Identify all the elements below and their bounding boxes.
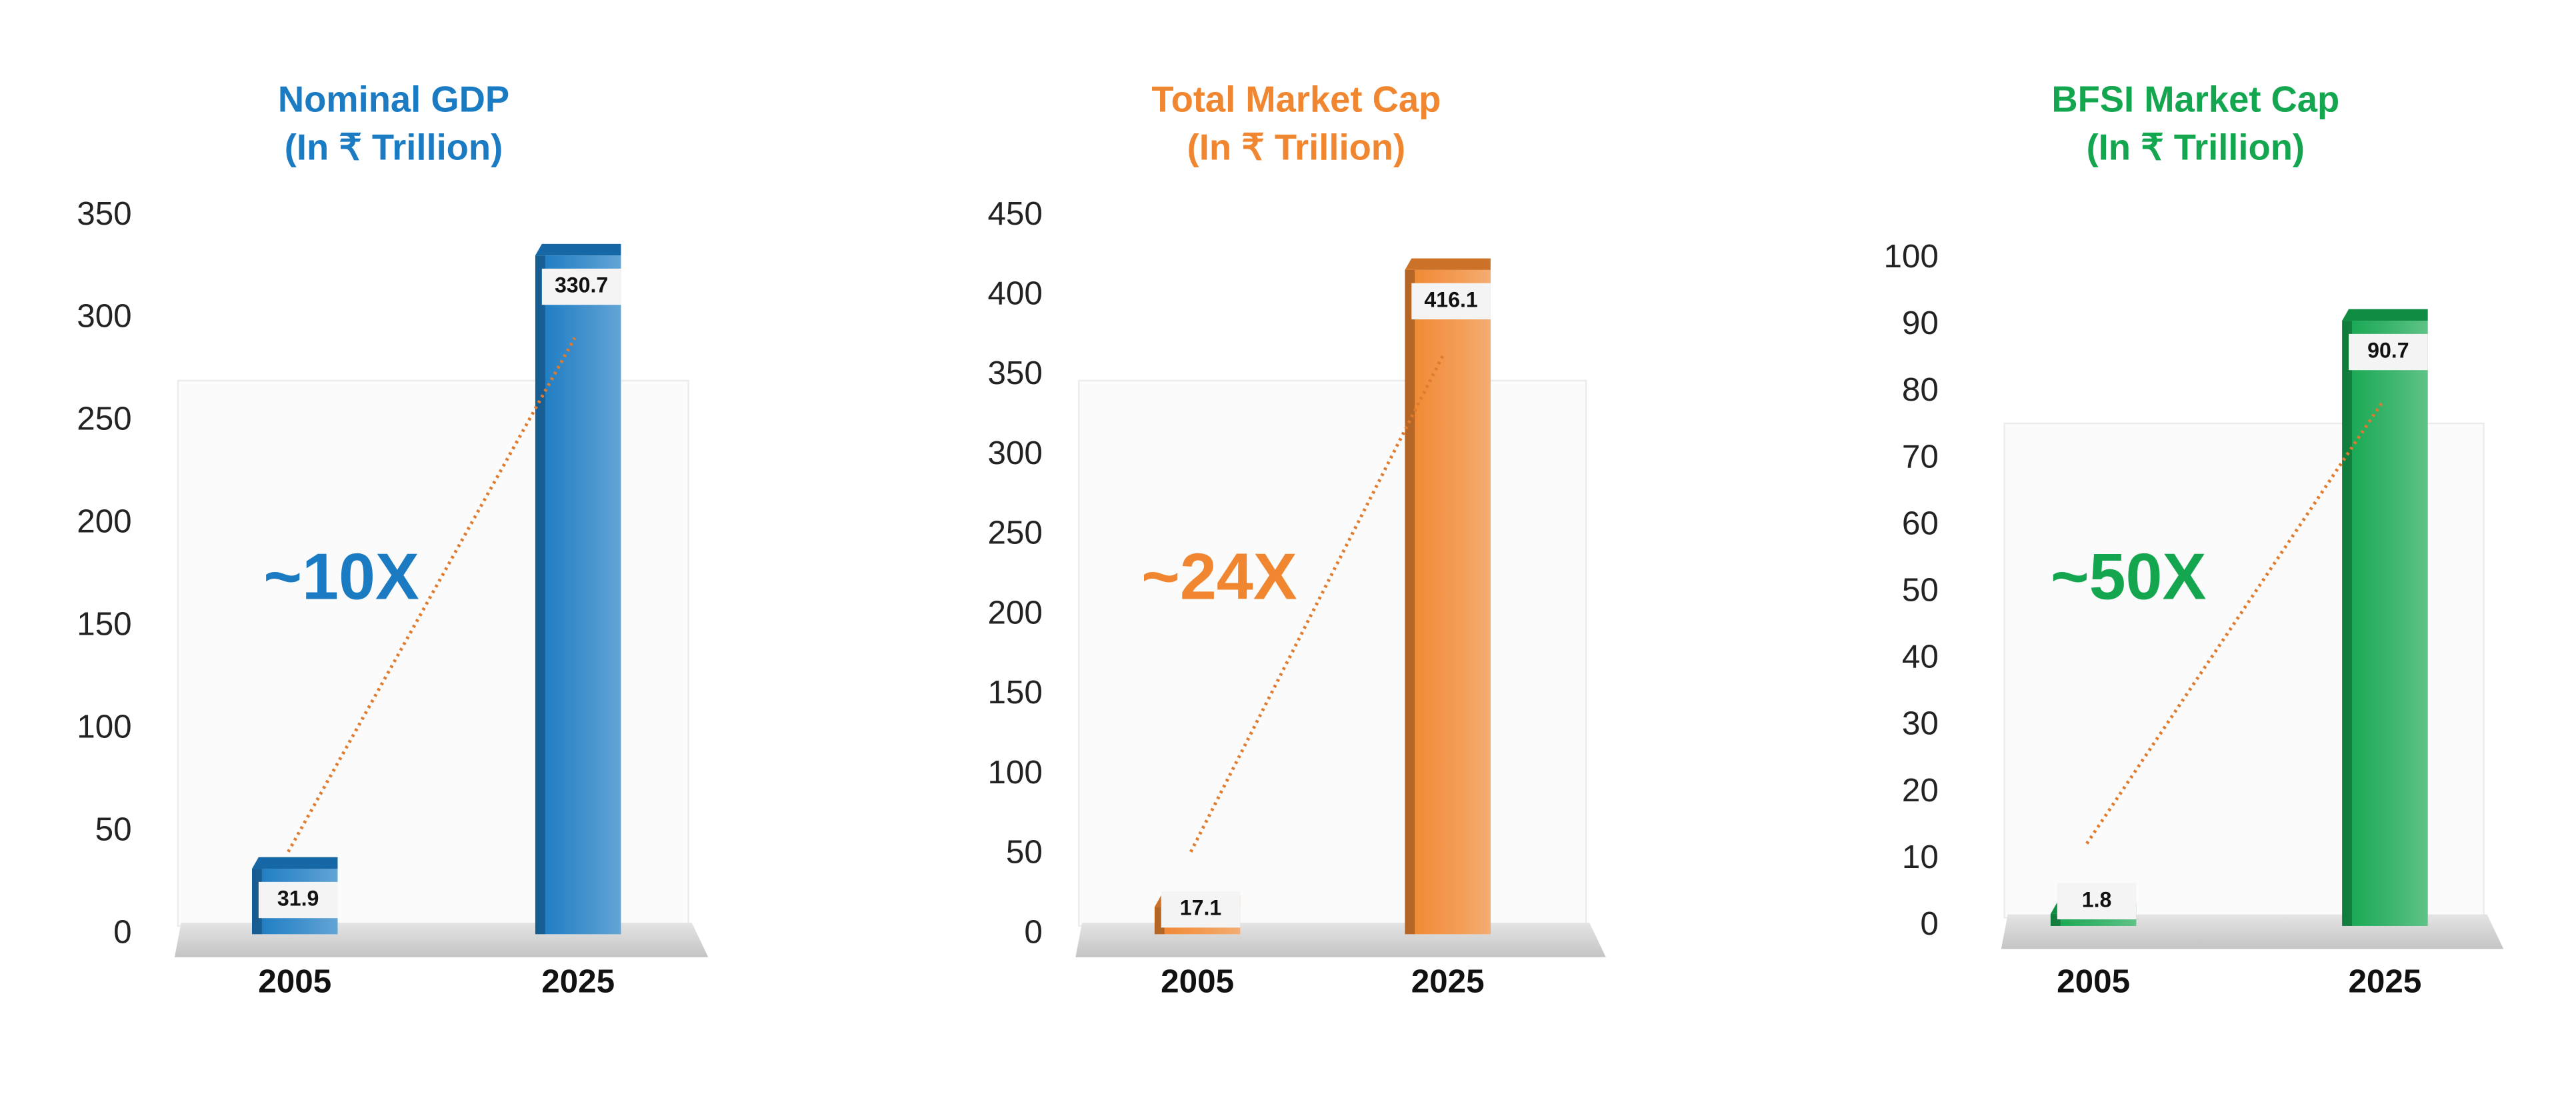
y-tick-label: 0 [1024, 913, 1042, 950]
x-tick-label: 2005 [258, 963, 331, 999]
y-tick-label: 300 [77, 298, 131, 335]
bar-side [1405, 269, 1415, 935]
y-tick-label: 40 [1902, 639, 1939, 675]
value-label: 90.7 [2367, 339, 2409, 363]
bar-shine [535, 255, 621, 935]
bar-cap-shade [1405, 258, 1491, 270]
y-tick-label: 60 [1902, 505, 1939, 541]
y-tick-label: 0 [113, 913, 131, 950]
y-tick-label: 50 [1902, 572, 1939, 609]
value-label-box [2057, 883, 2137, 920]
growth-line [1189, 351, 1446, 853]
y-tick-label: 30 [1902, 705, 1939, 742]
value-label: 330.7 [555, 273, 608, 297]
value-label-box [541, 268, 621, 305]
growth-annotation: ~24X [1141, 539, 1297, 613]
x-tick-label: 2005 [2057, 963, 2130, 999]
y-tick-label: 90 [1902, 305, 1939, 341]
bar-cap [535, 243, 621, 256]
bar-cap [1405, 258, 1491, 270]
chart-subtitle: (In ₹ Trillion) [1187, 127, 1405, 167]
y-tick-label: 350 [987, 355, 1042, 391]
y-tick-label: 20 [1902, 772, 1939, 809]
chart-subtitle: (In ₹ Trillion) [285, 127, 503, 167]
y-tick-label: 400 [987, 275, 1042, 312]
growth-annotation: ~10X [263, 539, 419, 613]
growth-line [2085, 402, 2383, 845]
y-tick-label: 80 [1902, 371, 1939, 408]
x-tick-label: 2025 [541, 963, 615, 999]
y-tick-label: 100 [987, 754, 1042, 791]
value-label: 416.1 [1424, 287, 1477, 311]
x-tick-label: 2025 [2348, 963, 2421, 999]
bar-side [2342, 321, 2352, 926]
chart-subtitle: (In ₹ Trillion) [2087, 127, 2305, 167]
value-label: 31.9 [277, 887, 319, 911]
y-tick-label: 150 [77, 606, 131, 643]
bar-cap-shade [535, 243, 621, 256]
y-tick-label: 10 [1902, 839, 1939, 875]
value-label-box [2349, 333, 2428, 371]
y-tick-label: 250 [77, 401, 131, 437]
y-tick-label: 100 [1883, 238, 1938, 275]
y-tick-label: 100 [77, 708, 131, 745]
chart-title: BFSI Market Cap [2051, 79, 2339, 120]
x-tick-label: 2025 [1411, 963, 1485, 999]
value-label-box [258, 881, 338, 919]
y-tick-label: 450 [987, 195, 1042, 232]
value-label-box [1411, 283, 1491, 320]
y-tick-label: 50 [1006, 834, 1043, 871]
x-tick-label: 2005 [1161, 963, 1234, 999]
value-label-box [1161, 891, 1241, 928]
value-label: 1.8 [2082, 887, 2112, 911]
bar-cap-shade [252, 857, 338, 869]
backdrop [1078, 379, 1587, 927]
y-tick-label: 350 [77, 195, 131, 232]
y-tick-label: 250 [987, 515, 1042, 551]
bar-cap-shade [2342, 309, 2428, 321]
growth-annotation: ~50X [2051, 539, 2207, 613]
value-label: 17.1 [1180, 896, 1221, 920]
y-tick-label: 200 [77, 503, 131, 540]
chart-title: Total Market Cap [1151, 79, 1441, 120]
y-tick-label: 150 [987, 674, 1042, 711]
y-tick-label: 70 [1902, 438, 1939, 475]
y-tick-label: 0 [1920, 905, 1938, 942]
y-tick-label: 300 [987, 435, 1042, 471]
bar-shine [1405, 269, 1491, 935]
bar-shine [2342, 321, 2428, 926]
bar-cap [252, 857, 338, 869]
chart-title: Nominal GDP [278, 79, 509, 120]
bar-side [535, 255, 545, 935]
bar-cap [2342, 309, 2428, 321]
y-tick-label: 50 [95, 811, 132, 847]
y-tick-label: 200 [987, 594, 1042, 631]
